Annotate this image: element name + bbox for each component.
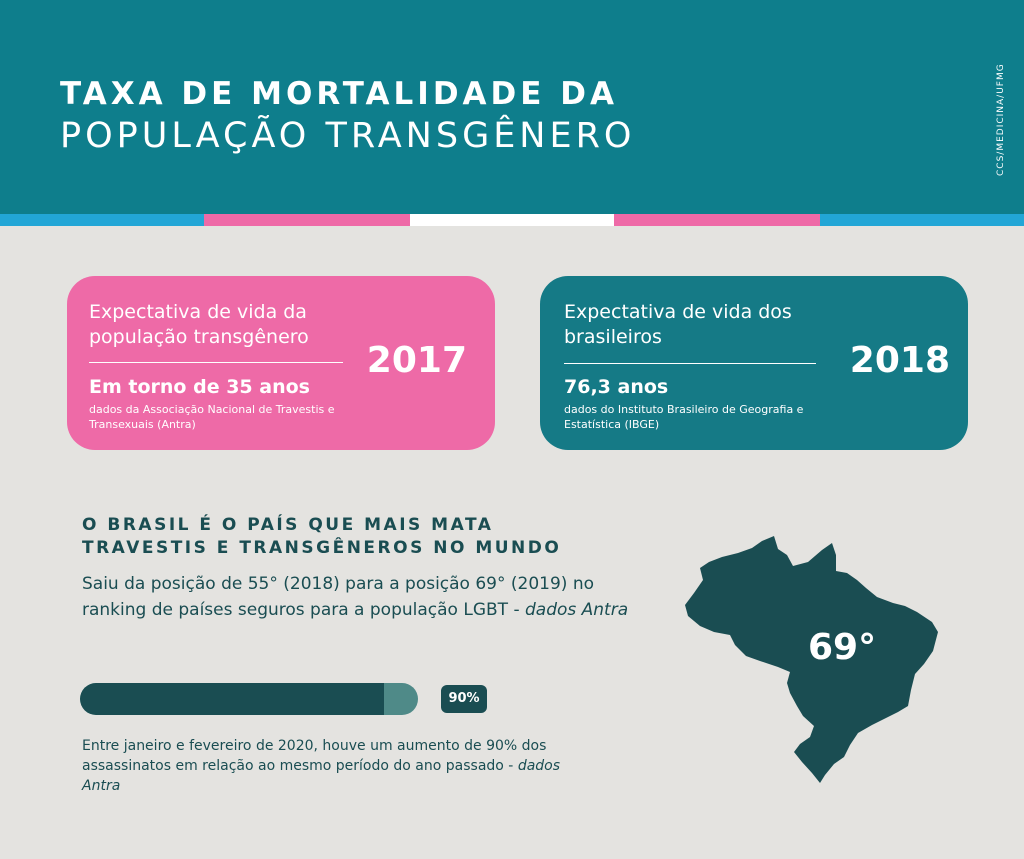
increase-text: Entre janeiro e fevereiro de 2020, houve… <box>82 736 602 796</box>
card-year: 2017 <box>366 340 467 381</box>
card-source: dados da Associação Nacional de Travesti… <box>89 403 335 431</box>
credit-label: CCS/MEDICINA/UFMG <box>996 63 1006 176</box>
card-divider <box>89 362 343 363</box>
flag-stripe-segment <box>0 214 204 226</box>
card-brazil-life-expectancy: Expectativa de vida dos brasileiros 76,3… <box>540 276 968 450</box>
card-trans-life-expectancy: Expectativa de vida da população transgê… <box>67 276 495 450</box>
card-value: 76,3 anos <box>564 376 669 398</box>
card-heading: Expectativa de vida da população transgê… <box>89 301 309 348</box>
section-title-line-2: TRAVESTIS E TRANSGÊNEROS NO MUNDO <box>82 538 562 558</box>
brazil-map-icon <box>685 536 938 783</box>
page-title-line-1: TAXA DE MORTALIDADE DA <box>60 76 618 112</box>
flag-stripe-segment <box>614 214 820 226</box>
flag-stripe-segment <box>410 214 614 226</box>
card-year: 2018 <box>849 340 950 381</box>
increase-badge: 90% <box>441 685 487 713</box>
card-heading: Expectativa de vida dos brasileiros <box>564 301 792 348</box>
header-banner <box>0 0 1024 214</box>
map-ranking-label: 69° <box>808 627 877 668</box>
ranking-body: Saiu da posição de 55° (2018) para a pos… <box>82 574 595 620</box>
increase-source: dados Antra <box>82 758 561 794</box>
section-title-line-1: O BRASIL É O PAÍS QUE MAIS MATA <box>82 515 494 535</box>
flag-stripe-segment <box>204 214 410 226</box>
card-value: Em torno de 35 anos <box>89 376 310 398</box>
ranking-text: Saiu da posição de 55° (2018) para a pos… <box>82 571 642 623</box>
ranking-source: dados Antra <box>524 600 629 620</box>
section-title: O BRASIL É O PAÍS QUE MAIS MATA TRAVESTIS… <box>82 514 561 560</box>
flag-stripe-segment <box>820 214 1024 226</box>
card-source: dados do Instituto Brasileiro de Geograf… <box>564 403 804 431</box>
page-title-line-2: POPULAÇÃO TRANSGÊNERO <box>60 116 636 156</box>
increase-progress-fill <box>80 683 385 715</box>
increase-body: Entre janeiro e fevereiro de 2020, houve… <box>82 738 547 774</box>
card-divider <box>564 363 816 364</box>
increase-progress-bar <box>80 683 418 715</box>
